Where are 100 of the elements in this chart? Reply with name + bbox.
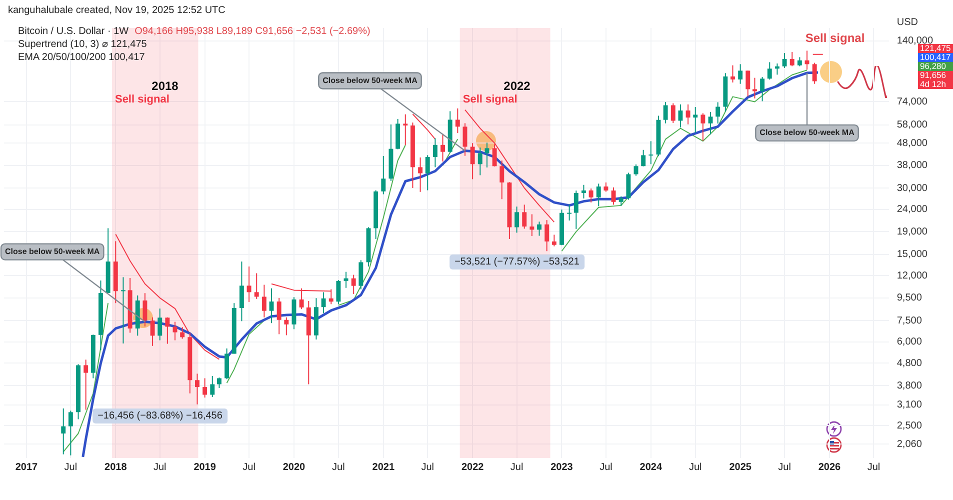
y-tick-label: 4,800 (896, 358, 922, 369)
candlestick (180, 326, 185, 340)
y-tick-label: 9,500 (896, 292, 922, 304)
candlestick (774, 62, 780, 76)
candlestick (210, 375, 215, 398)
candlestick (150, 316, 155, 346)
candlestick (470, 142, 475, 180)
annotation: −53,521 (−77.57%) −53,521 (450, 254, 584, 270)
x-tick-label: 2017 (15, 462, 38, 473)
candlestick (760, 76, 765, 102)
y-tick-label: 48,000 (896, 138, 928, 149)
candlestick (165, 316, 170, 344)
x-tick-label: Jul (867, 462, 880, 473)
x-tick-label: 2020 (282, 462, 306, 473)
candlestick (239, 261, 244, 322)
candlestick (84, 359, 88, 410)
candlestick (746, 70, 750, 97)
candlestick (797, 56, 802, 67)
candlestick (678, 104, 683, 128)
y-tick-label: 24,000 (896, 204, 928, 216)
candlestick (276, 297, 282, 335)
candlestick (195, 373, 200, 405)
y-tick-label: 38,000 (896, 160, 928, 172)
candlestick (730, 64, 735, 83)
band-label: Sell signal (114, 94, 170, 106)
candlestick (432, 138, 438, 168)
candlestick (328, 288, 334, 305)
y-tick-label: 6,000 (896, 336, 922, 348)
candlestick (299, 288, 304, 310)
y-tick-label: 3,800 (896, 380, 922, 392)
annotation: EMA 20/50/100/200 100,417 (17, 51, 146, 64)
candlestick (425, 154, 430, 191)
candlestick (216, 377, 222, 389)
candlestick (537, 221, 542, 236)
x-tick-label: 2023 (550, 462, 574, 473)
candlestick (351, 274, 356, 294)
text: 121,475 (918, 43, 953, 53)
y-tick-label: 15,000 (896, 249, 928, 260)
candlestick (700, 112, 706, 142)
candlestick (641, 149, 646, 167)
candlestick (670, 102, 676, 124)
y-tick-label: 30,000 (896, 182, 928, 194)
x-tick-label: Jul (64, 462, 78, 473)
candlestick (648, 140, 654, 165)
candlestick (790, 52, 794, 67)
candlestick (574, 190, 578, 230)
annotation: Close below 50-week MA (4, 247, 100, 256)
x-tick-label: 2024 (640, 462, 662, 473)
text: kanguhalubale created, Nov 19, 2025 12:52 UTC (8, 4, 226, 17)
candlestick (596, 183, 601, 207)
x-tick-label: 2021 (372, 462, 395, 473)
y-axis-title: USD (896, 16, 918, 28)
candlestick (344, 271, 348, 288)
candlestick (478, 147, 482, 176)
candlestick (492, 144, 497, 167)
text: 4d 12h (918, 79, 953, 89)
band-label: Sell signal (462, 94, 518, 106)
annotation: Sell signal (805, 31, 865, 45)
candlestick (522, 204, 527, 230)
candlestick (663, 101, 668, 124)
x-tick-label: 2022 (461, 462, 484, 473)
chart-subtitle: O94,166 H95,938 L89,189 C91,656 −2,531 (−2.69%) (134, 26, 370, 37)
candlestick (381, 155, 386, 195)
annotation: Supertrend (10, 3) ⌀ 121,475 (17, 38, 148, 51)
candlestick (544, 220, 550, 252)
candlestick (202, 378, 208, 398)
chart-title: Bitcoin / U.S. Dollar · 1W (18, 26, 129, 37)
x-tick-label: 2018 (104, 462, 128, 473)
x-tick-label: Jul (421, 462, 434, 473)
y-tick-label: 2,060 (896, 438, 922, 450)
candlestick (321, 292, 326, 314)
x-tick-label: Jul (153, 462, 166, 473)
candlestick (530, 214, 534, 237)
candlestick (738, 64, 743, 84)
candlestick (269, 288, 274, 324)
candlestick (336, 280, 341, 305)
candlestick (500, 160, 504, 200)
candlestick (68, 410, 73, 456)
text: 96,280 (918, 61, 953, 71)
candlestick (142, 292, 148, 327)
candlestick (767, 62, 772, 80)
annotation: 2022 (504, 79, 530, 93)
candlestick (611, 186, 616, 206)
x-tick-label: Jul (778, 462, 791, 473)
x-tick-label: Jul (688, 462, 702, 473)
candlestick (440, 133, 445, 162)
text: 100,417 (918, 52, 953, 62)
x-tick-label: Jul (242, 462, 256, 473)
candlestick (514, 206, 520, 234)
candlestick (581, 184, 586, 199)
x-tick-label: 2025 (729, 462, 752, 473)
candlestick (782, 52, 787, 68)
candlestick (693, 106, 698, 134)
y-tick-label: 19,000 (896, 226, 928, 238)
x-tick-label: 2019 (194, 462, 216, 473)
y-tick-label: 74,000 (896, 96, 928, 108)
candlestick (604, 182, 608, 192)
candlestick (708, 111, 713, 135)
y-tick-label: 7,500 (896, 315, 922, 326)
candlestick (567, 204, 572, 222)
